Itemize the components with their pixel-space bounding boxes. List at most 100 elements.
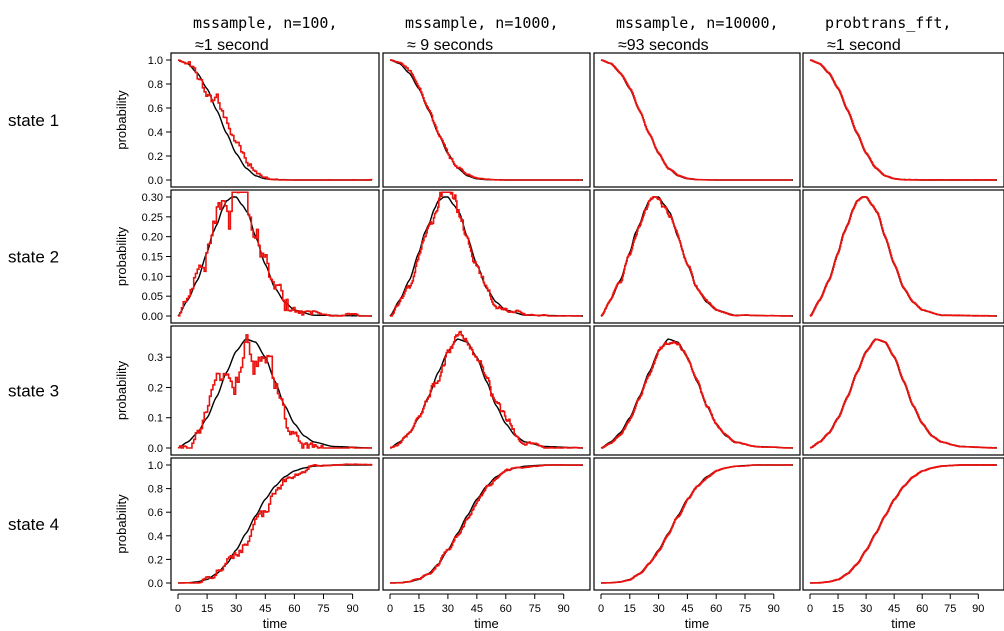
- x-tick-label: 15: [832, 603, 844, 615]
- y-tick-label: 0.05: [142, 291, 163, 303]
- column-header-args: , n=1000,: [477, 14, 558, 32]
- x-tick-label: 60: [500, 603, 512, 615]
- panel-frame: [802, 189, 1004, 324]
- x-tick-label: 60: [288, 603, 300, 615]
- estimate-line: [390, 191, 583, 317]
- x-axis-label: time: [474, 616, 499, 631]
- column-header-time: ≈1 second: [195, 37, 269, 54]
- y-tick-label: 0.30: [142, 192, 163, 204]
- panel-frame: [382, 325, 591, 456]
- column-header-args: ,: [942, 14, 951, 32]
- estimate-line: [178, 334, 372, 449]
- x-tick-label: 0: [175, 603, 181, 615]
- x-tick-label: 45: [888, 603, 900, 615]
- x-tick-label: 90: [768, 603, 780, 615]
- reference-line: [389, 338, 584, 449]
- axes: probability 0.0 0.2 0.4 0.6 0.8 1.0 probability…: [114, 55, 984, 631]
- panel-frame: [170, 52, 380, 188]
- estimate-line: [390, 464, 583, 584]
- reference-line: [177, 196, 373, 317]
- y-axis-label: probability: [114, 90, 129, 150]
- y-tick-label: 1.0: [148, 460, 163, 472]
- panel-frame: [593, 325, 801, 456]
- panel-frame: [802, 457, 1004, 591]
- column-header-title: mssample, n=100,: [193, 14, 338, 32]
- reference-line: [177, 59, 372, 181]
- estimate-line: [390, 330, 583, 449]
- estimate-line: [390, 59, 583, 181]
- reference-line: [809, 196, 998, 317]
- panel-frame: [170, 457, 380, 591]
- estimate-line: [600, 196, 793, 317]
- y-axis-label: probability: [114, 494, 129, 554]
- y-tick-label: 0.0: [148, 443, 163, 455]
- row-label: state 2: [8, 248, 59, 267]
- y-tick-label: 0.8: [148, 79, 163, 91]
- x-tick-label: 75: [739, 603, 751, 615]
- reference-line: [809, 464, 997, 584]
- y-tick-label: 0.1: [148, 413, 163, 425]
- panel-frame: [593, 189, 801, 324]
- x-tick-label: 0: [807, 603, 813, 615]
- reference-line: [600, 196, 794, 317]
- column-header-code: mssample: [193, 14, 265, 32]
- x-tick-label: 30: [442, 603, 454, 615]
- x-tick-label: 15: [624, 603, 636, 615]
- x-tick-label: 75: [317, 603, 329, 615]
- reference-line: [600, 59, 793, 181]
- x-tick-label: 45: [471, 603, 483, 615]
- x-tick-label: 15: [201, 603, 213, 615]
- panel-frame: [593, 52, 801, 188]
- x-tick-label: 45: [259, 603, 271, 615]
- estimate-line: [809, 338, 998, 449]
- reference-line: [177, 464, 372, 584]
- row-labels: state 1 state 2 state 3 state 4: [8, 111, 59, 534]
- estimate-line: [600, 59, 793, 181]
- column-header-code: probtrans_fft: [825, 14, 942, 32]
- x-tick-label: 90: [346, 603, 358, 615]
- panel-frame: [382, 52, 591, 188]
- x-tick-label: 15: [413, 603, 425, 615]
- column-header-time: ≈93 seconds: [618, 37, 709, 54]
- estimate-line: [809, 463, 998, 584]
- column-header-time: ≈ 9 seconds: [407, 37, 493, 54]
- row-label: state 1: [8, 111, 59, 130]
- y-tick-label: 0.0: [148, 175, 163, 187]
- panel-frame: [170, 325, 380, 456]
- reference-line: [389, 59, 583, 181]
- reference-line: [389, 464, 583, 584]
- x-tick-label: 30: [230, 603, 242, 615]
- estimate-line: [178, 463, 373, 584]
- estimate-line: [178, 191, 372, 317]
- y-tick-label: 0.15: [142, 252, 163, 264]
- column-header-args: , n=100,: [265, 14, 337, 32]
- x-axis-label: time: [263, 616, 288, 631]
- x-tick-label: 60: [916, 603, 928, 615]
- y-axis-label: probability: [114, 226, 129, 286]
- y-tick-label: 0.0: [148, 578, 163, 590]
- panel-frame: [382, 189, 591, 324]
- x-tick-label: 0: [387, 603, 393, 615]
- x-tick-label: 75: [529, 603, 541, 615]
- x-tick-label: 90: [558, 603, 570, 615]
- panel-frame: [802, 52, 1004, 188]
- x-tick-label: 45: [681, 603, 693, 615]
- row-label: state 4: [8, 515, 59, 534]
- y-tick-label: 0.3: [148, 352, 163, 364]
- x-tick-label: 30: [652, 603, 664, 615]
- column-header-title: mssample, n=1000,: [405, 14, 559, 32]
- column-header-code: mssample: [405, 14, 477, 32]
- reference-line: [177, 338, 373, 449]
- y-tick-label: 0.8: [148, 484, 163, 496]
- estimate-line: [809, 196, 998, 317]
- y-tick-label: 1.0: [148, 55, 163, 67]
- x-axis-label: time: [685, 616, 710, 631]
- row-label: state 3: [8, 382, 59, 401]
- x-axis-label: time: [891, 616, 916, 631]
- x-tick-label: 75: [944, 603, 956, 615]
- x-tick-label: 60: [710, 603, 722, 615]
- column-header-time: ≈1 second: [827, 37, 901, 54]
- x-tick-label: 0: [598, 603, 604, 615]
- reference-line: [600, 464, 793, 584]
